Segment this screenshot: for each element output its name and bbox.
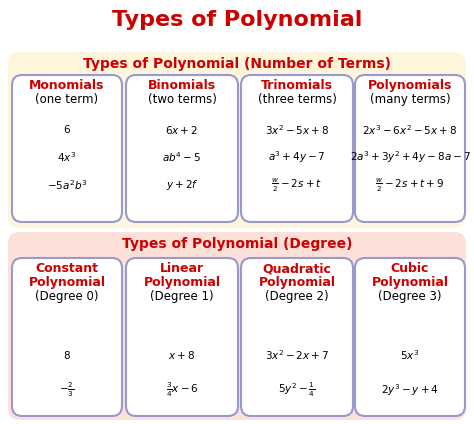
Text: $ab^4-5$: $ab^4-5$	[163, 150, 201, 164]
Text: Polynomial: Polynomial	[144, 276, 220, 289]
Text: (many terms): (many terms)	[370, 93, 450, 106]
Text: $5x^3$: $5x^3$	[401, 348, 419, 362]
FancyBboxPatch shape	[126, 75, 238, 222]
FancyBboxPatch shape	[355, 75, 465, 222]
FancyBboxPatch shape	[8, 232, 466, 420]
Text: Trinomials: Trinomials	[261, 79, 333, 92]
Text: (Degree 1): (Degree 1)	[150, 290, 214, 303]
Text: $\frac{3}{4}x-6$: $\frac{3}{4}x-6$	[165, 381, 199, 399]
FancyBboxPatch shape	[12, 258, 122, 416]
Text: $5y^2-\frac{1}{4}$: $5y^2-\frac{1}{4}$	[278, 381, 316, 399]
Text: $x+8$: $x+8$	[168, 349, 195, 361]
Text: Binomials: Binomials	[148, 79, 216, 92]
FancyBboxPatch shape	[126, 258, 238, 416]
Text: $3x^2-2x+7$: $3x^2-2x+7$	[265, 348, 329, 362]
FancyBboxPatch shape	[12, 75, 122, 222]
Text: (Degree 2): (Degree 2)	[265, 290, 329, 303]
Text: $8$: $8$	[63, 349, 71, 361]
Text: (two terms): (two terms)	[147, 93, 217, 106]
Text: Types of Polynomial: Types of Polynomial	[112, 10, 362, 30]
Text: $3x^2-5x+8$: $3x^2-5x+8$	[265, 123, 329, 137]
Text: Linear: Linear	[160, 262, 204, 275]
Text: Polynomial: Polynomial	[28, 276, 106, 289]
Text: (Degree 0): (Degree 0)	[35, 290, 99, 303]
Text: $y+2f$: $y+2f$	[165, 178, 198, 192]
Text: Quadratic: Quadratic	[263, 262, 331, 275]
Text: $\frac{w}{2}-2s+t$: $\frac{w}{2}-2s+t$	[272, 176, 322, 193]
Text: $-\frac{2}{3}$: $-\frac{2}{3}$	[59, 381, 75, 399]
Text: $2a^3+3y^2+4y-8a-7$: $2a^3+3y^2+4y-8a-7$	[349, 149, 471, 165]
Text: (Degree 3): (Degree 3)	[378, 290, 442, 303]
Text: Polynomial: Polynomial	[372, 276, 448, 289]
Text: $\frac{w}{2}-2s+t+9$: $\frac{w}{2}-2s+t+9$	[375, 176, 445, 193]
Text: Types of Polynomial (Number of Terms): Types of Polynomial (Number of Terms)	[83, 57, 391, 71]
FancyBboxPatch shape	[241, 75, 353, 222]
Text: $4x^3$: $4x^3$	[57, 150, 77, 164]
Text: (one term): (one term)	[36, 93, 99, 106]
Text: Monomials: Monomials	[29, 79, 105, 92]
FancyBboxPatch shape	[355, 258, 465, 416]
Text: Types of Polynomial (Degree): Types of Polynomial (Degree)	[122, 237, 352, 251]
Text: Polynomials: Polynomials	[368, 79, 452, 92]
Text: $6x+2$: $6x+2$	[165, 124, 199, 136]
FancyBboxPatch shape	[241, 258, 353, 416]
Text: Polynomial: Polynomial	[258, 276, 336, 289]
Text: 6: 6	[64, 125, 70, 135]
Text: Constant: Constant	[36, 262, 99, 275]
Text: Cubic: Cubic	[391, 262, 429, 275]
FancyBboxPatch shape	[8, 52, 466, 228]
Text: $2x^3-6x^2-5x+8$: $2x^3-6x^2-5x+8$	[363, 123, 457, 137]
Text: $-5a^2b^3$: $-5a^2b^3$	[47, 178, 87, 192]
Text: (three terms): (three terms)	[257, 93, 337, 106]
Text: $2y^3-y+4$: $2y^3-y+4$	[381, 382, 439, 398]
Text: $a^3+4y-7$: $a^3+4y-7$	[268, 149, 326, 165]
